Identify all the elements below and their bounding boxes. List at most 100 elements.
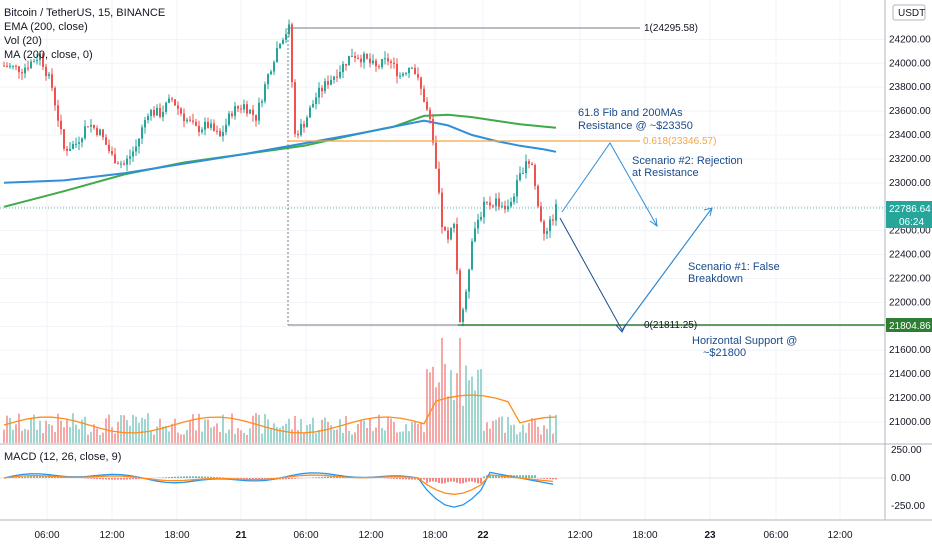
candle-body — [216, 131, 218, 132]
volume-bar — [159, 419, 161, 443]
legend-ma[interactable]: MA (200, close, 0) — [4, 49, 93, 61]
candle-body — [27, 68, 29, 69]
volume-bar — [402, 431, 404, 443]
volume-bar — [99, 435, 101, 443]
volume-bar — [150, 431, 152, 443]
time-tick-label: 23 — [704, 530, 716, 541]
volume-bar — [525, 433, 527, 443]
price-tick-label: 24000.00 — [889, 58, 931, 69]
volume-bar — [420, 423, 422, 443]
macd-histogram-bar — [315, 477, 317, 478]
legend-symbol[interactable]: Bitcoin / TetherUS, 15, BINANCE — [4, 7, 165, 19]
candle-body — [228, 113, 230, 124]
annotation-resistance-line2: Resistance @ ~$23350 — [578, 120, 693, 132]
volume-bar — [456, 373, 458, 443]
candle-body — [18, 66, 20, 72]
volume-bar — [123, 415, 125, 443]
candle-body — [279, 44, 281, 48]
volume-bar — [462, 406, 464, 443]
candle-body — [345, 64, 347, 65]
volume-bar — [552, 434, 554, 443]
macd-histogram-bar — [204, 477, 206, 478]
macd-histogram-bar — [27, 477, 29, 478]
volume-bar — [267, 419, 269, 443]
macd-histogram-bar — [33, 476, 35, 478]
candle-body — [459, 270, 461, 322]
macd-histogram-bar — [135, 478, 137, 479]
candle-body — [231, 113, 233, 115]
volume-bar — [111, 427, 113, 443]
time-tick-label: 18:00 — [632, 530, 657, 541]
macd-histogram-bar — [21, 477, 23, 478]
macd-histogram-bar — [162, 477, 164, 478]
macd-tick-label: -250.00 — [891, 501, 925, 512]
volume-bar — [237, 428, 239, 443]
candle-body — [360, 59, 362, 63]
candle-body — [429, 110, 431, 119]
candle-body — [270, 71, 272, 74]
candle-body — [297, 134, 299, 135]
legend-vol[interactable]: Vol (20) — [4, 35, 42, 47]
volume-bar — [306, 425, 308, 443]
candle-body — [390, 61, 392, 63]
volume-bar — [48, 424, 50, 443]
candle-body — [498, 199, 500, 207]
candle-body — [90, 125, 92, 127]
candle-body — [363, 54, 365, 63]
candle-body — [384, 58, 386, 59]
macd-histogram-bar — [438, 478, 440, 483]
macd-histogram-bar — [117, 478, 119, 480]
volume-bar — [468, 380, 470, 443]
candle-body — [357, 58, 359, 59]
volume-bar — [120, 415, 122, 443]
candle-body — [375, 61, 377, 67]
candle-body — [60, 121, 62, 129]
volume-bar — [453, 400, 455, 443]
volume-bar — [90, 432, 92, 443]
volume-bar — [354, 432, 356, 443]
volume-bar — [63, 427, 65, 443]
price-tick-label: 21600.00 — [889, 345, 931, 356]
volume-bar — [315, 433, 317, 443]
volume-bar — [222, 415, 224, 443]
macd-histogram-bar — [129, 478, 131, 479]
candle-body — [258, 103, 260, 121]
candle-body — [201, 130, 203, 132]
candle-body — [369, 59, 371, 64]
candle-body — [237, 106, 239, 108]
volume-bar — [411, 422, 413, 443]
volume-bar — [327, 422, 329, 443]
candle-body — [546, 231, 548, 234]
candle-body — [534, 165, 536, 186]
volume-bar — [249, 428, 251, 443]
candle-body — [441, 193, 443, 227]
macd-histogram-bar — [480, 478, 482, 484]
candle-body — [102, 129, 104, 137]
candle-body — [471, 241, 473, 269]
candle-body — [159, 108, 161, 117]
volume-bar — [261, 434, 263, 443]
macd-histogram-bar — [105, 478, 107, 480]
macd-histogram-bar — [96, 478, 98, 479]
macd-histogram-bar — [528, 475, 530, 478]
legend-ema[interactable]: EMA (200, close) — [4, 21, 88, 33]
volume-bar — [399, 432, 401, 443]
price-tick-label: 22200.00 — [889, 273, 931, 284]
candle-body — [87, 126, 89, 127]
macd-histogram-bar — [390, 478, 392, 479]
macd-histogram-bar — [411, 478, 413, 480]
candle-body — [321, 88, 323, 91]
time-tick-label: 18:00 — [164, 530, 189, 541]
macd-histogram-bar — [396, 478, 398, 479]
volume-bar — [363, 420, 365, 443]
volume-bar — [216, 423, 218, 443]
candle-body — [492, 205, 494, 206]
volume-bar — [195, 430, 197, 443]
volume-bar — [321, 420, 323, 443]
volume-bar — [132, 415, 134, 443]
candle-body — [48, 74, 50, 76]
price-tick-label: 21400.00 — [889, 369, 931, 380]
macd-histogram-bar — [111, 478, 113, 480]
